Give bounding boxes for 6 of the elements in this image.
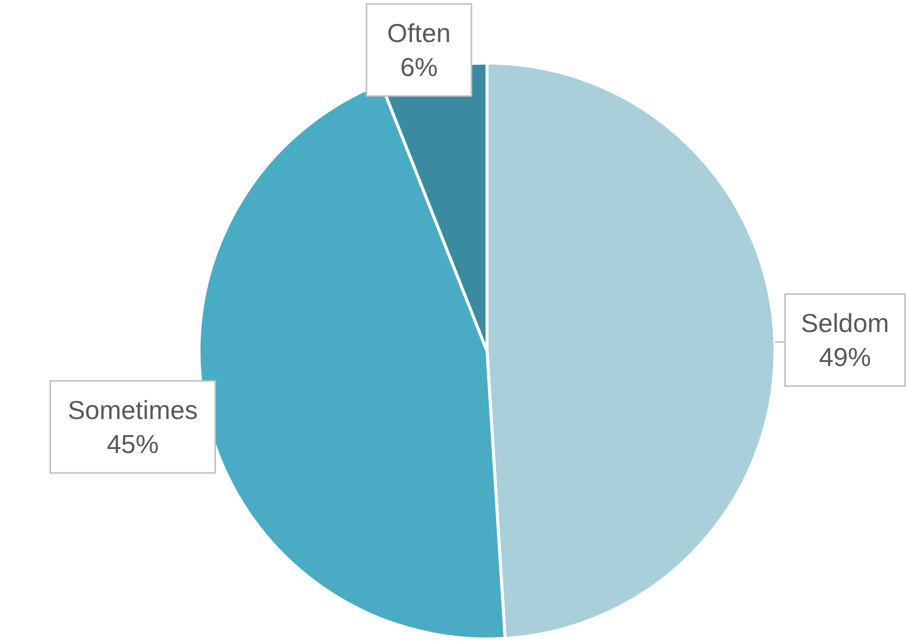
slice-label: Often (387, 18, 451, 48)
data-label: 49% (818, 342, 872, 372)
data-label: 45% (106, 428, 159, 459)
slice-label: Sometimes (68, 394, 198, 425)
slice-label: Seldom (800, 308, 890, 338)
data-label: 6% (400, 52, 438, 82)
